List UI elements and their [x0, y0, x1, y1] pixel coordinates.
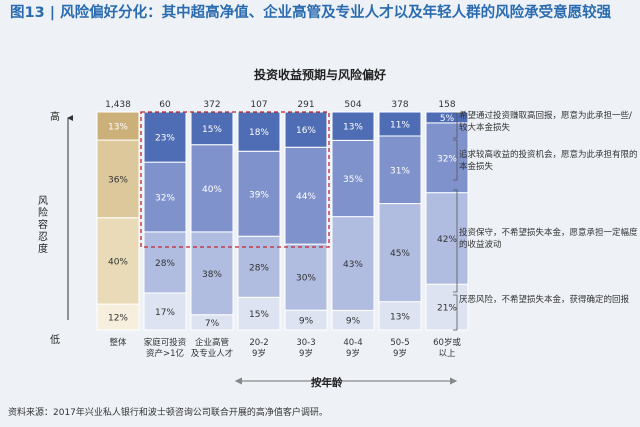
data-label: 9% [299, 317, 314, 327]
category-tick-label: 30-3 [296, 338, 315, 348]
bar-segment-2-1 [143, 292, 187, 331]
bar-segment-7-4 [378, 111, 422, 137]
bar-segment-2-4 [143, 111, 187, 163]
bar-segment-5-4 [284, 111, 328, 148]
sample-size-label: 504 [344, 100, 361, 110]
data-label: 15% [249, 310, 269, 320]
bar-segment-8-4 [425, 111, 469, 124]
bar-segment-1-4 [96, 111, 140, 141]
data-label: 32% [155, 194, 175, 204]
footnote: 资料来源：2017年兴业私人银行和波士顿咨询公司联合开展的高净值客户调研。 [8, 408, 328, 418]
data-label: 12% [108, 314, 128, 324]
annotation-bracket-3 [453, 189, 458, 293]
data-label: 16% [296, 126, 316, 136]
data-label: 36% [108, 175, 128, 185]
data-label: 17% [155, 308, 175, 318]
y-axis-high-label: 高 [50, 112, 60, 123]
bar-segment-2-2 [143, 231, 187, 294]
data-label: 23% [155, 134, 175, 144]
data-label: 45% [390, 249, 410, 259]
bar-segment-4-1 [237, 296, 281, 331]
data-label: 11% [390, 120, 410, 130]
bar-segment-2-3 [143, 161, 187, 233]
data-label: 30% [296, 274, 316, 284]
data-label: 5% [440, 114, 455, 124]
data-label: 44% [296, 192, 316, 202]
data-label: 39% [249, 190, 269, 200]
bar-segment-8-1 [425, 283, 469, 331]
category-tick-label: 60岁或 [433, 337, 461, 348]
category-tick-label: 9岁 [299, 348, 313, 359]
data-label: 40% [108, 257, 128, 267]
bar-segment-6-4 [331, 111, 375, 141]
bar-segment-7-2 [378, 203, 422, 303]
y-axis-low-label: 低 [50, 335, 60, 346]
annotation-conservative: 投资保守，不希望损失本金，愿意承担一定幅度的收益波动 [459, 228, 638, 250]
sample-size-label: 60 [159, 100, 171, 110]
sample-size-label: 378 [391, 100, 408, 110]
category-tick-label: 9岁 [393, 348, 407, 359]
data-label: 13% [343, 123, 363, 133]
category-tick-label: 9岁 [346, 348, 360, 359]
data-label: 9% [346, 317, 361, 327]
bar-segment-8-2 [425, 192, 469, 285]
y-axis-title: 风险容忍度 [38, 196, 48, 255]
data-label: 43% [343, 260, 363, 270]
category-tick-label: 资产>1亿 [146, 348, 184, 359]
bar-segment-1-1 [96, 303, 140, 331]
bar-segment-5-2 [284, 243, 328, 311]
sample-size-label: 372 [203, 100, 220, 110]
category-tick-label: 20-2 [249, 338, 268, 348]
data-label: 38% [202, 270, 222, 280]
data-label: 7% [205, 319, 220, 329]
annotation-bracket-1 [453, 112, 458, 139]
sample-size-label: 1,438 [105, 100, 131, 110]
x-axis-title: 按年龄 [311, 377, 343, 389]
data-label: 28% [155, 259, 175, 269]
data-label: 31% [390, 166, 410, 176]
category-tick-label: 40-4 [343, 338, 362, 348]
data-label: 15% [202, 125, 222, 135]
bar-segment-3-3 [190, 144, 234, 233]
category-tick-label: 家庭可投资 [144, 337, 187, 348]
category-tick-label: 整体 [109, 337, 127, 348]
category-tick-label: 企业高管 [195, 337, 229, 348]
data-label: 18% [249, 128, 269, 138]
bar-segment-8-3 [425, 122, 469, 194]
bar-segment-7-3 [378, 135, 422, 205]
highlight-box [140, 111, 330, 248]
bar-segment-4-3 [237, 150, 281, 237]
data-label: 21% [437, 304, 457, 314]
annotation-bracket-4 [453, 294, 458, 331]
chart-title: 投资收益预期与风险偏好 [253, 68, 386, 82]
data-label: 32% [437, 154, 457, 164]
data-label: 42% [437, 235, 457, 245]
category-tick-label: 50-5 [390, 338, 409, 348]
annotation-risk-averse: 厌恶风险，不希望损失本金，获得确定的回报 [459, 295, 630, 305]
sample-size-label: 291 [297, 100, 314, 110]
category-tick-label: 以上 [438, 349, 456, 359]
category-tick-label: 9岁 [252, 348, 266, 359]
bar-segment-1-3 [96, 139, 140, 219]
bar-segment-6-2 [331, 216, 375, 311]
data-label: 13% [390, 312, 410, 322]
figure-title: 图13 | 风险偏好分化：其中超高净值、企业高管及专业人才以及年轻人群的风险承受… [10, 5, 612, 21]
data-label: 40% [202, 185, 222, 195]
category-tick-label: 及专业人才 [191, 348, 234, 359]
bar-segment-3-4 [190, 111, 234, 146]
data-label: 13% [108, 123, 128, 133]
bar-segment-4-4 [237, 111, 281, 152]
annotation-bracket-2 [453, 139, 458, 181]
annotation-high-return: 希望通过投资赚取高回报，愿意为此承担一些/较大本金损失 [459, 111, 632, 133]
sample-size-label: 158 [438, 100, 455, 110]
annotation-higher-yield: 追求较高收益的投资机会，愿意为此承担有限的本金损失 [459, 150, 638, 172]
data-label: 35% [343, 175, 363, 185]
sample-size-label: 107 [250, 100, 267, 110]
data-label: 28% [249, 263, 269, 273]
bar-segment-6-3 [331, 139, 375, 218]
